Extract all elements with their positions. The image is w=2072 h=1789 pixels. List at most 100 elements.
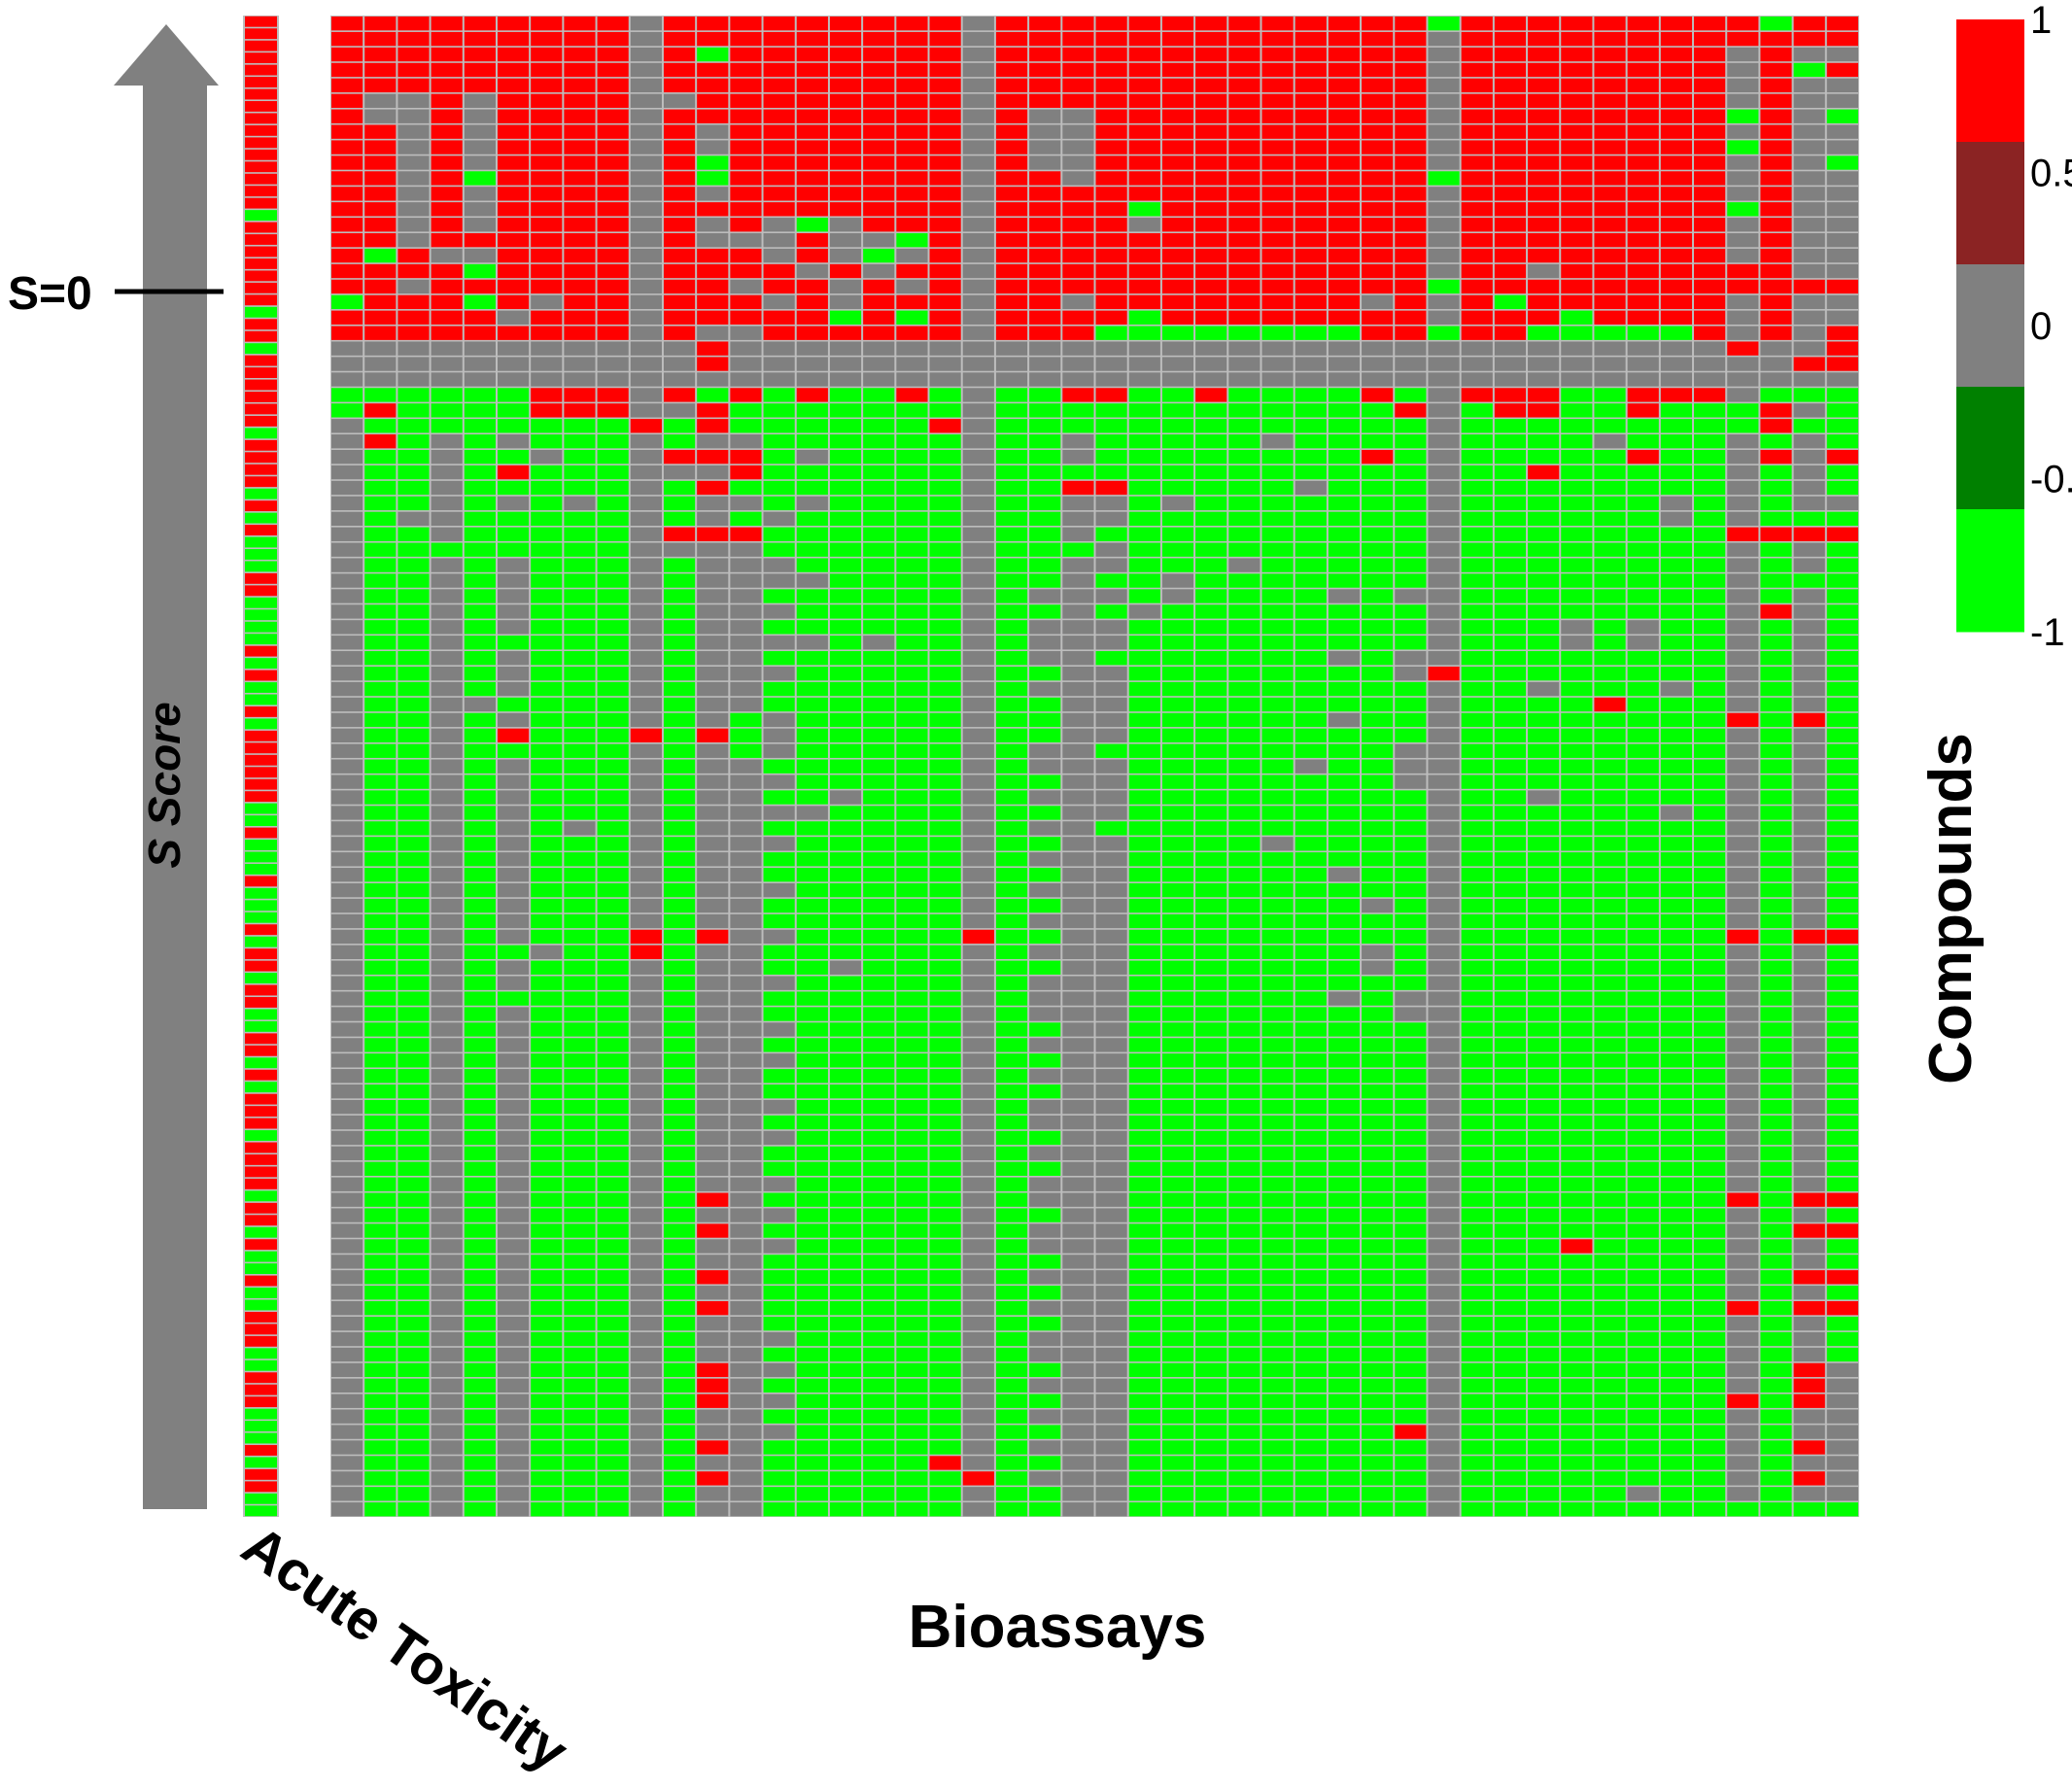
heatmap-cell [730,929,762,945]
heatmap-cell [1161,218,1194,232]
heatmap-cell [1528,712,1560,728]
heatmap-cell [364,232,397,248]
acute-toxicity-cell [245,694,277,705]
heatmap-cell [1793,1038,1825,1052]
heatmap-cell [929,1425,961,1439]
heatmap-cell [896,187,928,201]
heatmap-cell [1461,1270,1493,1285]
heatmap-cell [1760,589,1792,603]
heatmap-cell [1161,882,1194,898]
heatmap-cell [531,1038,563,1052]
heatmap-cell [1561,1038,1593,1052]
heatmap-cell [364,480,397,496]
heatmap-cell [730,480,762,496]
heatmap-cell [1161,419,1194,433]
heatmap-cell [1395,310,1427,325]
heatmap-cell [1261,1471,1294,1486]
heatmap-cell [597,47,629,62]
heatmap-cell [1228,171,1260,186]
heatmap-cell [1261,960,1294,975]
heatmap-cell [1528,434,1560,449]
heatmap-cell [1261,124,1294,139]
heatmap-cell [730,666,762,681]
acute-toxicity-cell [245,561,277,572]
heatmap-cell [1494,511,1527,527]
heatmap-cell [1095,636,1127,650]
heatmap-cell [497,1286,530,1300]
heatmap-cell [1760,1192,1792,1207]
heatmap-cell [1295,310,1327,325]
heatmap-cell [1328,140,1361,155]
heatmap-cell [1161,1208,1194,1222]
heatmap-cell [995,1425,1028,1439]
heatmap-cell [564,1301,596,1316]
heatmap-cell [995,1099,1028,1115]
heatmap-cell [1727,1362,1759,1378]
heatmap-cell [896,1022,928,1037]
heatmap-cell [1793,511,1825,527]
heatmap-cell [1095,1053,1127,1068]
heatmap-cell [1660,1270,1693,1285]
heatmap-cell [1261,1456,1294,1470]
heatmap-cell [1627,929,1659,945]
acute-toxicity-cell [245,476,277,488]
heatmap-cell [829,294,862,310]
heatmap-cell [1494,310,1527,325]
heatmap-cell [1694,511,1726,527]
heatmap-cell [630,636,662,650]
heatmap-cell [1461,620,1493,635]
heatmap-cell [1760,109,1792,123]
heatmap-cell [564,558,596,572]
heatmap-cell [364,1393,397,1408]
heatmap-cell [1727,1053,1759,1068]
heatmap-cell [1062,279,1094,294]
heatmap-cell [697,976,729,990]
heatmap-cell [1328,1440,1361,1455]
heatmap-cell [1095,403,1127,418]
heatmap-cell [597,681,629,697]
heatmap-cell [1062,527,1094,541]
heatmap-cell [1029,294,1061,310]
heatmap-cell [1062,124,1094,139]
heatmap-cell [1694,681,1726,697]
heatmap-cell [1261,882,1294,898]
heatmap-cell [497,294,530,310]
heatmap-cell [1826,651,1858,666]
heatmap-cell [697,171,729,186]
heatmap-cell [564,1115,596,1130]
heatmap-cell [1029,1347,1061,1362]
heatmap-cell [1195,1471,1227,1486]
heatmap-cell [1395,1161,1427,1176]
heatmap-cell [1261,310,1294,325]
acute-toxicity-cell [245,645,277,657]
heatmap-cell [929,1099,961,1115]
heatmap-cell [1362,1130,1394,1146]
heatmap-cell [331,712,363,728]
heatmap-cell [697,806,729,820]
heatmap-cell [763,1270,795,1285]
heatmap-cell [1328,1084,1361,1099]
heatmap-cell [1660,868,1693,882]
heatmap-cell [1594,1223,1626,1238]
heatmap-cell [364,960,397,975]
heatmap-cell [1793,898,1825,913]
heatmap-cell [1528,573,1560,588]
heatmap-cell [962,913,994,929]
heatmap-cell [1528,1286,1560,1300]
acute-toxicity-cell [245,1335,277,1347]
heatmap-cell [1826,372,1858,387]
heatmap-cell [597,558,629,572]
heatmap-cell [564,527,596,541]
heatmap-cell [331,17,363,31]
heatmap-cell [1328,558,1361,572]
heatmap-cell [397,636,430,650]
heatmap-cell [1062,1331,1094,1347]
heatmap-cell [1727,1084,1759,1099]
heatmap-cell [1161,868,1194,882]
heatmap-cell [1161,542,1194,557]
heatmap-cell [1660,1038,1693,1052]
heatmap-cell [531,929,563,945]
heatmap-cell [1494,898,1527,913]
heatmap-cell [597,326,629,340]
heatmap-cell [1228,898,1260,913]
